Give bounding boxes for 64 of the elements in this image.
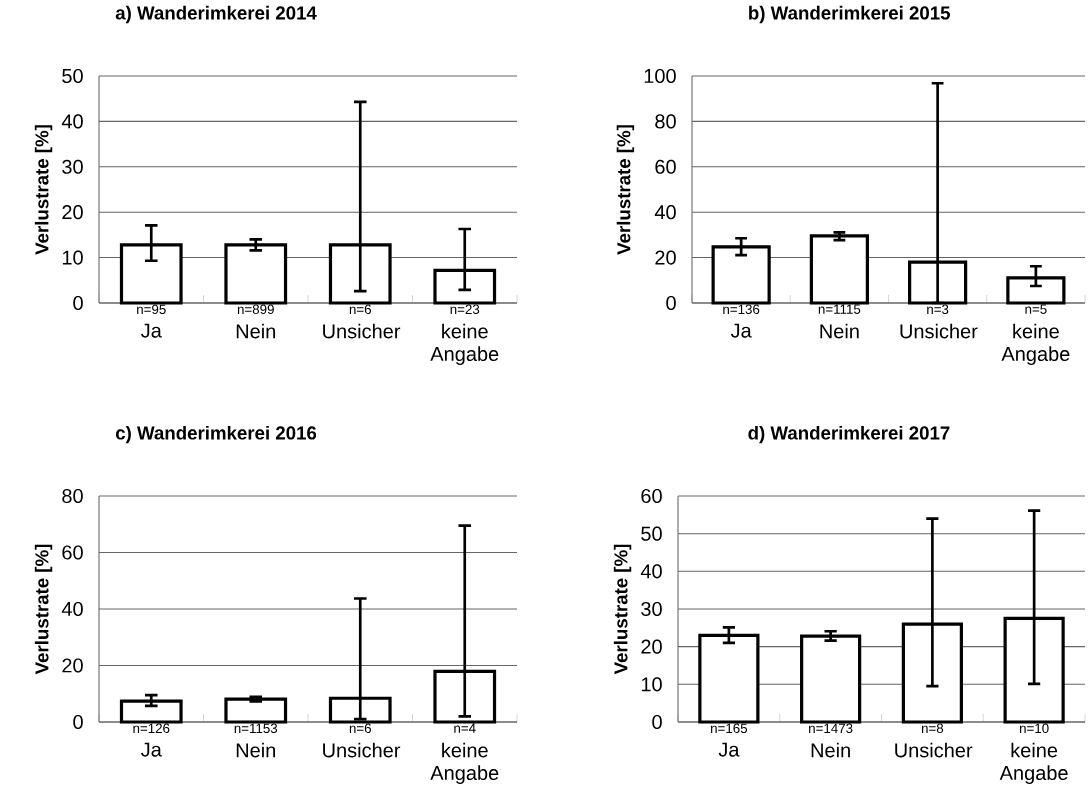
y-tick-label: 20 xyxy=(62,658,83,673)
y-tick-label: 80 xyxy=(62,488,83,504)
y-tick-label: 40 xyxy=(640,564,662,579)
y-tick-label: 60 xyxy=(655,159,676,174)
y-tick-label: 0 xyxy=(73,295,83,311)
annotation: n=3 xyxy=(927,304,949,315)
annotation: n=1473 xyxy=(809,723,853,734)
y-tick-label: 60 xyxy=(62,545,83,560)
y-tick-label: 10 xyxy=(62,250,83,265)
x-tick-label: Nein xyxy=(236,742,276,758)
annotation: n=5 xyxy=(1025,304,1047,314)
annotation: n=6 xyxy=(349,723,371,734)
y-tick-label: 40 xyxy=(654,205,676,220)
y-axis-title: Verlustrate [%] xyxy=(613,544,632,675)
annotation: n=165 xyxy=(711,723,748,734)
y-tick-label: 40 xyxy=(61,601,83,617)
y-tick-label: 0 xyxy=(666,295,676,311)
x-tick-label: Nein xyxy=(811,742,850,758)
annotation: n=1153 xyxy=(234,723,278,734)
x-tick-label: Unsicher xyxy=(323,742,401,758)
x-tick-label: Ja xyxy=(730,323,752,338)
annotation: n=23 xyxy=(450,304,480,315)
annotation: n=1115 xyxy=(818,304,861,314)
x-tick-label: keine Angabe xyxy=(430,742,499,784)
y-tick-label: 10 xyxy=(641,677,662,692)
chart-title: a) Wanderimkerei 2014 xyxy=(115,5,317,24)
annotation: n=6 xyxy=(349,304,371,315)
annotation: n=4 xyxy=(454,723,476,733)
x-tick-label: Nein xyxy=(236,323,276,339)
annotation: n=899 xyxy=(237,304,274,315)
annotation: n=126 xyxy=(133,723,170,734)
y-tick-label: 20 xyxy=(62,205,83,220)
y-tick-label: 30 xyxy=(62,159,83,174)
y-tick-label: 100 xyxy=(644,68,676,84)
annotation: n=8 xyxy=(921,723,944,734)
x-tick-label: Nein xyxy=(820,323,859,339)
y-tick-label: 50 xyxy=(62,68,83,84)
y-tick-label: 50 xyxy=(641,526,662,541)
y-axis-title: Verlustrate [%] xyxy=(34,544,53,675)
y-tick-label: 20 xyxy=(641,639,662,654)
y-axis-title: Verlustrate [%] xyxy=(34,125,53,255)
y-tick-label: 20 xyxy=(655,250,676,265)
y-tick-label: 40 xyxy=(61,114,83,129)
x-tick-label: Unsicher xyxy=(323,323,401,339)
x-tick-label: Unsicher xyxy=(895,742,973,758)
x-tick-label: keine Angabe xyxy=(999,742,1068,784)
y-tick-label: 30 xyxy=(641,601,662,617)
chart-title: d) Wanderimkerei 2017 xyxy=(748,425,950,444)
x-tick-label: keine Angabe xyxy=(430,323,499,365)
y-axis-title: Verlustrate [%] xyxy=(616,125,635,255)
x-tick-label: keine Angabe xyxy=(1001,323,1070,365)
x-tick-label: Unsicher xyxy=(900,323,978,339)
y-tick-label: 0 xyxy=(73,714,83,730)
y-tick-label: 60 xyxy=(641,488,662,504)
x-tick-label: Ja xyxy=(718,742,740,757)
y-tick-label: 80 xyxy=(655,114,676,129)
x-tick-label: Ja xyxy=(141,742,162,757)
annotation: n=136 xyxy=(723,304,760,315)
annotation: n=95 xyxy=(137,304,166,315)
x-tick-label: Ja xyxy=(141,323,162,338)
y-tick-label: 0 xyxy=(652,714,662,730)
annotation: n=10 xyxy=(1019,723,1049,734)
chart-title: c) Wanderimkerei 2016 xyxy=(115,425,317,444)
chart-title: b) Wanderimkerei 2015 xyxy=(749,5,950,24)
